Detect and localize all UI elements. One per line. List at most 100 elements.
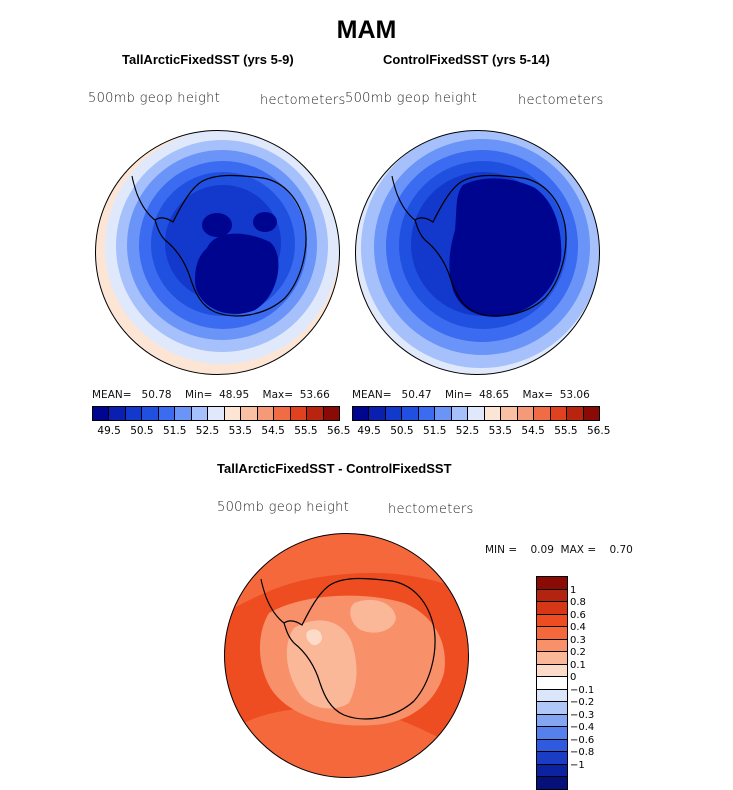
colorbar-label: 49.5 [97,425,121,437]
colorbar-label: 0.6 [570,609,586,621]
diff-polar-map [224,533,469,778]
diff-field-label: 500mb geop height [217,500,350,515]
panel1-min: 48.95 [219,389,250,401]
panel1-title: TallArcticFixedSST (yrs 5-9) [122,52,294,67]
colorbar-swatch [468,407,485,420]
colorbar-swatch [537,777,567,789]
colorbar-swatch [537,602,567,615]
colorbar-swatch [290,407,308,420]
colorbar-swatch [125,407,143,420]
diff-colorbar-labels: 1 0.8 0.6 0.4 0.3 0.2 0.1 0 −0.1 −0.2 −0.3 −0.4 −0.6… [568,576,628,782]
colorbar-label: 53.5 [488,425,512,437]
colorbar-label: 0.8 [570,597,586,608]
figure-title: MAM [336,16,397,44]
panel2-mean: 50.47 [401,389,432,401]
colorbar-swatch [537,752,567,765]
colorbar-label: 51.5 [423,425,447,437]
panel1-colorbar-labels: 49.5 50.5 51.5 52.5 53.5 54.5 55.5 56.5 [92,425,350,439]
panel2-stats: MEAN= 50.47 Min= 48.65 Max= 53.06 [352,389,590,401]
colorbar-label: 54.5 [261,425,285,437]
panel1-mean-label: MEAN= [92,389,132,401]
colorbar-label: 55.5 [294,425,318,437]
panel1-stats: MEAN= 50.78 Min= 48.95 Max= 53.66 [92,389,330,401]
colorbar-swatch [537,577,567,590]
panel2-polar-map [355,130,600,375]
colorbar-label: −0.8 [570,747,595,758]
colorbar-label: 50.5 [390,425,414,437]
colorbar-label: 50.5 [130,425,154,437]
colorbar-swatch [385,407,403,420]
colorbar-swatch [534,407,551,420]
colorbar-label: 54.5 [521,425,545,437]
colorbar-swatch [175,407,192,420]
colorbar-label: 52.5 [455,425,480,437]
colorbar-label: 56.5 [327,425,351,437]
colorbar-swatch [93,407,110,420]
colorbar-swatch [537,739,567,752]
colorbar-swatch [224,407,242,420]
diff-colorbar [536,576,568,790]
panel1-polar-map [95,130,340,375]
colorbar-label: −0.2 [570,697,595,708]
panel1-field-label: 500mb geop height [88,91,221,106]
colorbar-label: 0.4 [570,622,586,633]
colorbar-swatch [109,407,126,420]
diff-units: hectometers [388,502,474,517]
colorbar-swatch [537,727,567,740]
panel2-units: hectometers [518,93,604,108]
panel2-min-label: Min= [444,389,473,401]
colorbar-swatch [567,407,584,420]
colorbar-swatch [537,589,567,602]
panel2-max-label: Max= [522,389,554,401]
colorbar-label: −0.3 [570,709,595,721]
colorbar-swatch [158,407,176,420]
colorbar-swatch [418,407,436,420]
colorbar-label: 0 [570,672,577,683]
panel1-max-label: Max= [262,389,294,401]
colorbar-label: 0.1 [570,659,586,671]
colorbar-label: 53.5 [228,425,252,437]
colorbar-swatch [402,407,419,420]
colorbar-swatch [550,407,568,420]
colorbar-label: 51.5 [163,425,187,437]
colorbar-swatch [191,407,209,420]
colorbar-swatch [435,407,452,420]
panel1-units: hectometers [260,93,346,108]
colorbar-swatch [451,407,469,420]
panel2-min: 48.65 [479,389,510,401]
diff-minmax: MIN = 0.09 MAX = 0.70 [485,544,633,556]
panel2-field-label: 500mb geop height [345,91,478,106]
colorbar-swatch [208,407,225,420]
panel2-colorbar-labels: 49.5 50.5 51.5 52.5 53.5 54.5 55.5 56.5 [352,425,610,439]
colorbar-swatch [537,652,567,665]
colorbar-swatch [142,407,159,420]
colorbar-label: 55.5 [554,425,578,437]
colorbar-label: 0.3 [570,634,586,646]
colorbar-swatch [537,702,567,715]
colorbar-swatch [537,627,567,640]
colorbar-swatch [537,677,567,690]
colorbar-swatch [257,407,275,420]
colorbar-swatch [537,664,567,677]
colorbar-swatch [537,764,567,777]
colorbar-swatch [307,407,324,420]
colorbar-swatch [537,614,567,627]
colorbar-swatch [537,714,567,727]
colorbar-swatch [501,407,518,420]
colorbar-label: 56.5 [587,425,611,437]
colorbar-swatch [484,407,502,420]
colorbar-label: 1 [570,584,577,596]
colorbar-label: −1 [570,759,585,771]
colorbar-label: −0.6 [570,734,595,746]
colorbar-swatch [583,407,600,420]
colorbar-label: −0.4 [570,722,595,733]
panel1-min-label: Min= [184,389,213,401]
diff-title: TallArcticFixedSST - ControlFixedSST [217,461,452,476]
colorbar-label: 0.2 [570,647,586,658]
colorbar-swatch [323,407,340,420]
panel2-colorbar [352,406,600,421]
panel2-mean-label: MEAN= [352,389,392,401]
panel1-mean: 50.78 [141,389,172,401]
panel1-max: 53.66 [299,389,330,401]
colorbar-swatch [537,639,567,652]
